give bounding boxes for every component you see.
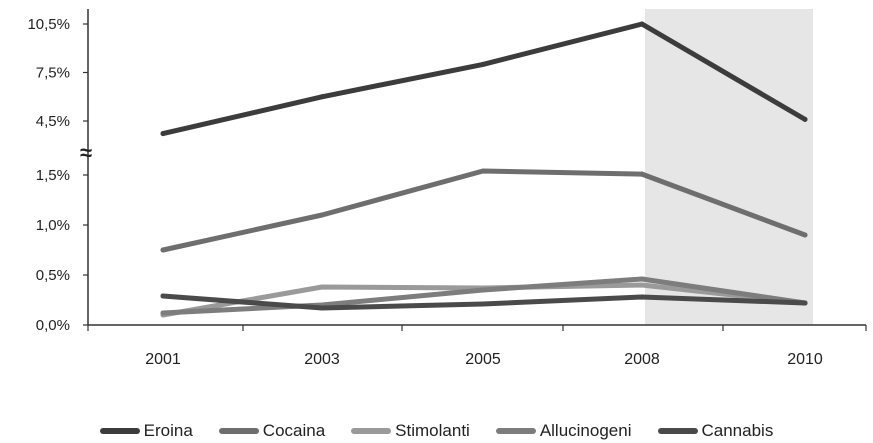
x-tick-label: 2010 [787,351,823,368]
data-point-stimolanti [319,284,325,290]
x-tick-label: 2008 [624,351,660,368]
legend-label: Cocaina [262,421,326,440]
legend-swatch [218,428,259,434]
y-tick-label: 10,5% [27,16,70,33]
x-tick-label: 2005 [465,351,501,368]
data-point-cocaina [802,232,808,238]
legend-label: Eroina [143,421,193,440]
legend-item-allucinogeni: Allucinogeni [495,421,632,441]
data-point-allucinogeni [160,310,166,316]
x-tick-label: 2001 [145,351,181,368]
legend-label: Cannabis [701,421,774,440]
data-point-eroina [480,61,486,67]
legend-item-stimolanti: Stimolanti [351,421,470,441]
data-point-cannabis [319,305,325,311]
data-point-eroina [319,94,325,100]
data-point-cannabis [639,294,645,300]
data-point-eroina [160,131,166,137]
legend-swatch [351,428,392,434]
data-point-cocaina [639,171,645,177]
legend-item-cannabis: Cannabis [657,421,774,441]
legend-label: Stimolanti [395,421,470,440]
data-point-eroina [639,21,645,27]
legend-item-eroina: Eroina [99,421,193,441]
y-tick-label: 0,5% [36,267,70,284]
legend-item-cocaina: Cocaina [218,421,326,441]
legend-label: Allucinogeni [539,421,632,440]
data-point-cannabis [480,301,486,307]
data-point-eroina [802,116,808,122]
data-point-cocaina [319,212,325,218]
y-tick-label: 1,0% [36,217,70,234]
data-point-cocaina [160,247,166,253]
legend-swatch [657,428,698,434]
data-point-stimolanti [639,282,645,288]
y-tick-label: 4,5% [36,113,70,130]
data-point-allucinogeni [639,276,645,282]
y-tick-label: 0,0% [36,317,70,334]
y-tick-label: 7,5% [36,65,70,82]
x-tick-label: 2003 [304,351,340,368]
line-chart-svg: ≈ 0,0% 0,5% 1,0% 1,5% 4,5% 7,5% 10,5% 2001 2003 2… [27,9,867,368]
data-point-cannabis [160,293,166,299]
axis-break-mark: ≈ [80,140,92,165]
data-point-allucinogeni [480,287,486,293]
legend-swatch [99,428,140,434]
highlight-band [645,9,813,325]
legend-swatch [495,428,536,434]
legend: Eroina Cocaina Stimolanti Allucinogeni Canna… [0,420,873,442]
data-point-cannabis [802,300,808,306]
data-point-cocaina [480,168,486,174]
y-tick-label: 1,5% [36,167,70,184]
